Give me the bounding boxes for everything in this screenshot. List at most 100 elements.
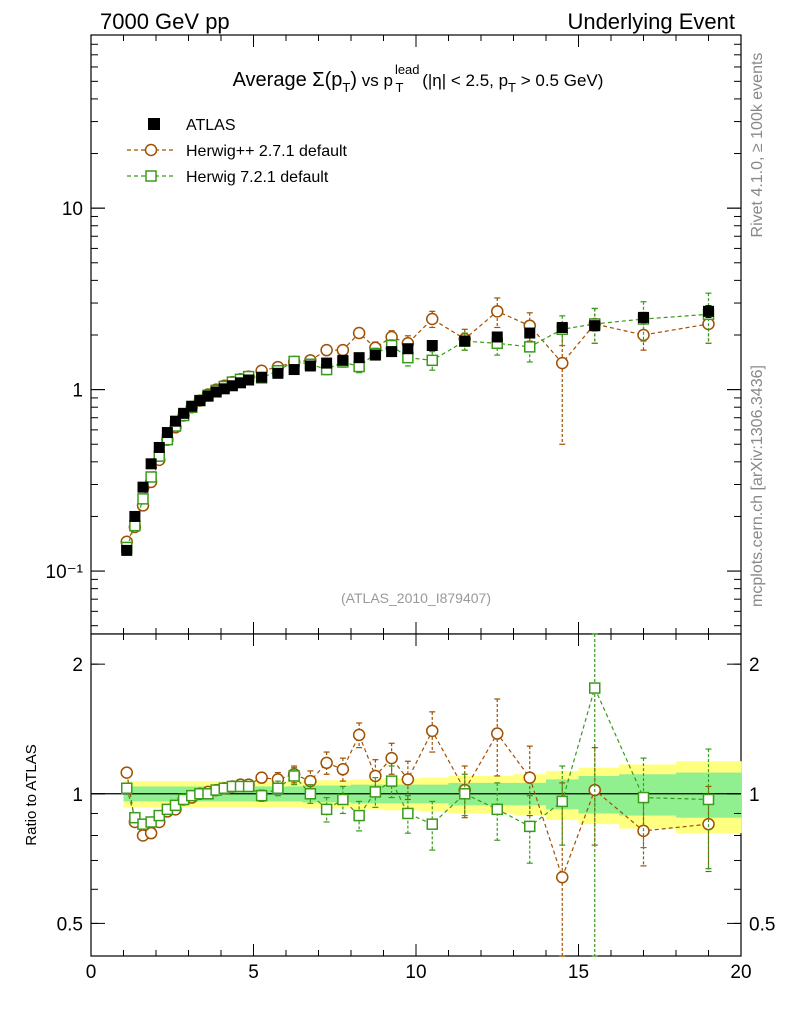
data-point-atlas [170,415,181,427]
analysis-label: (ATLAS_2010_I879407) [341,590,491,606]
data-point-atlas [524,327,536,339]
data-point-atlas [426,340,438,352]
data-point-herwigpp [491,727,504,740]
legend-label-herwig7: Herwig 7.2.1 default [186,169,329,186]
series-line-herwig7 [126,313,709,548]
ratio-panel: 0 5 10 15 20 0.5 0.5 1 1 2 2 [57,633,775,983]
data-point-herwig7 [304,788,317,800]
data-point-herwig7 [524,820,536,833]
legend-marker-herwigpp [144,143,158,157]
data-point-herwigpp [385,751,398,765]
data-point-atlas [243,374,255,386]
data-point-herwigpp [320,756,333,770]
data-point-herwig7 [426,818,438,830]
data-point-herwig7 [145,471,157,483]
data-point-herwigpp [556,356,569,370]
series-line-herwigpp [126,310,709,543]
data-point-herwig7 [589,682,601,694]
legend-label-herwigpp: Herwig++ 2.7.1 default [186,143,348,160]
data-point-herwig7 [353,809,365,822]
data-point-atlas [556,321,568,333]
data-point-atlas [129,510,141,522]
data-point-herwig7 [491,803,503,816]
data-point-herwigpp [556,870,569,884]
x-tick-label: 10 [405,962,426,983]
data-point-atlas [153,441,165,453]
data-point-atlas [210,386,222,398]
ratio-ylabel: Ratio to ATLAS [23,744,40,845]
data-point-atlas [194,395,206,407]
data-point-atlas [121,544,133,556]
x-tick-label: 0 [86,962,97,983]
data-point-herwig7 [255,789,268,802]
data-point-herwigpp [352,728,366,742]
data-point-atlas [589,320,601,332]
data-point-herwig7 [129,519,141,532]
data-point-atlas [402,343,414,355]
mcplots-label: mcplots.cern.ch [arXiv:1306.3436] [749,365,766,607]
data-point-herwig7 [459,788,471,800]
data-point-herwig7 [137,493,149,505]
data-point-atlas [353,352,365,364]
data-point-herwigpp [426,312,439,326]
main-panel: 10⁻¹ 1 10 [46,34,742,635]
data-point-herwigpp [255,771,268,784]
data-point-herwigpp [336,343,350,357]
data-point-herwig7 [337,793,349,806]
y-tick-label-right: 1 [749,785,760,806]
data-point-atlas [491,331,503,343]
legend-marker-atlas [148,118,160,130]
data-point-atlas [272,367,284,379]
data-point-atlas [202,390,214,402]
data-point-herwigpp [401,773,415,786]
data-point-herwig7 [121,782,133,794]
data-point-herwig7 [702,793,715,806]
x-tick-label: 5 [248,962,259,983]
data-point-herwigpp [369,769,382,783]
data-point-atlas [186,400,198,412]
series-line-herwig7 [126,686,709,828]
legend-marker-herwig7 [145,170,157,182]
data-point-herwigpp [491,305,504,318]
header-left: 7000 GeV pp [100,9,230,34]
data-point-atlas [288,364,300,376]
data-point-herwig7 [169,799,182,812]
data-point-herwigpp [320,343,333,357]
data-point-atlas [386,346,398,358]
data-point-herwigpp [336,763,350,776]
data-point-herwig7 [242,780,255,793]
data-point-atlas [178,407,190,419]
x-tick-label: 20 [730,962,751,983]
data-point-herwig7 [524,341,536,353]
ratio-band-inner [578,775,620,814]
data-point-atlas [256,371,268,383]
data-point-atlas [137,481,149,493]
data-point-atlas [235,377,246,389]
data-point-herwig7 [129,811,141,824]
data-point-herwig7 [272,782,284,794]
data-point-herwig7 [556,795,568,808]
y-tick-label-right: 0.5 [749,914,775,935]
data-point-herwigpp [523,771,536,784]
data-point-herwig7 [385,775,398,787]
y-tick-label: 10⁻¹ [46,562,84,583]
x-tick-label: 15 [568,962,589,983]
data-point-atlas [145,458,157,470]
data-point-herwig7 [145,816,157,828]
data-point-atlas [703,305,714,317]
data-point-herwigpp [352,326,366,340]
plot-title: Average Σ(pT) vs plead T (|η| < 2.5, pT >… [233,62,604,95]
data-point-herwig7 [402,807,414,820]
y-tick-label: 2 [72,655,83,676]
y-tick-label: 10 [62,199,83,220]
data-point-atlas [321,357,333,369]
data-point-herwig7 [320,803,333,816]
data-point-herwig7 [426,354,438,367]
data-point-atlas [161,427,173,439]
plot-frame [90,34,742,635]
data-point-atlas [337,354,349,366]
rivet-version-label: Rivet 4.1.0, ≥ 100k events [749,53,766,238]
y-tick-label: 1 [72,381,83,402]
legend: ATLAS Herwig++ 2.7.1 default Herwig 7.2.… [127,117,348,186]
